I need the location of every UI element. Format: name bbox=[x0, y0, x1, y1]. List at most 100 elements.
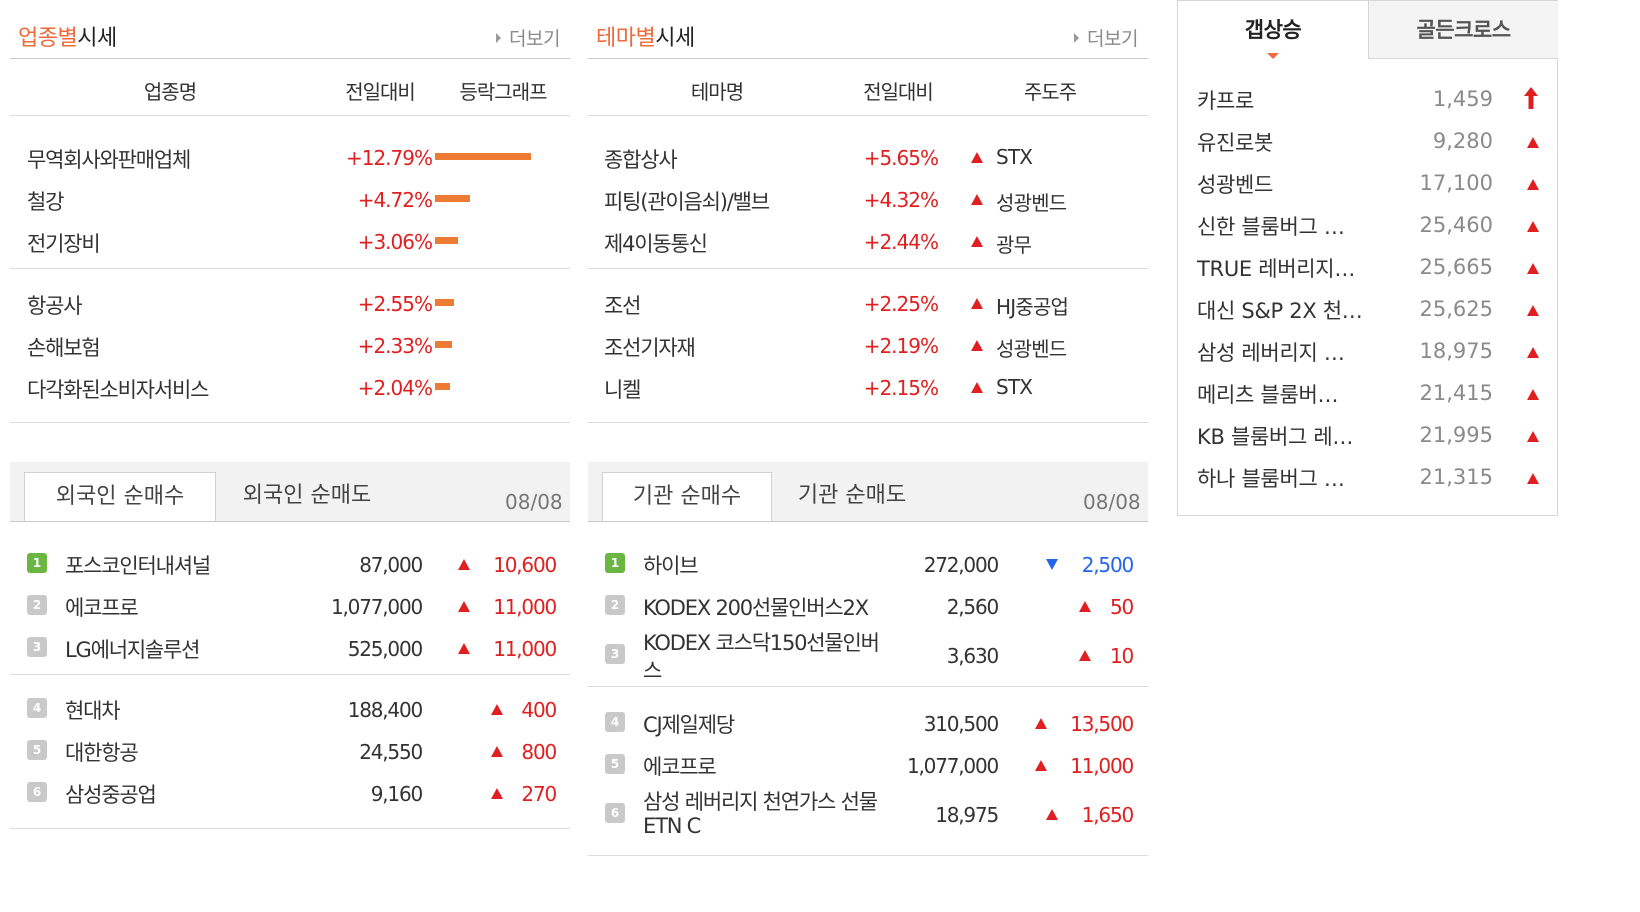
industry-name[interactable]: 다각화된소비자서비스 bbox=[27, 378, 209, 402]
up-triangle-icon bbox=[458, 601, 470, 612]
foreign-row[interactable]: 2 에코프로 1,077,000 11,000 bbox=[10, 585, 570, 625]
industry-name[interactable]: 전기장비 bbox=[27, 232, 101, 256]
gap-up-row[interactable]: 메리츠 블룸버… 21,415 bbox=[1178, 379, 1557, 409]
theme-leader-stock[interactable]: 광무 bbox=[996, 233, 1032, 257]
industry-row[interactable]: 다각화된소비자서비스 +2.04% bbox=[10, 366, 570, 406]
institution-stock-name[interactable]: KODEX 200선물인버스2X bbox=[643, 596, 869, 620]
tab-gap-up[interactable]: 갭상승 bbox=[1244, 18, 1302, 42]
up-triangle-icon bbox=[1527, 347, 1539, 358]
institution-stock-name[interactable]: 하이브 bbox=[643, 554, 699, 578]
theme-name[interactable]: 조선 bbox=[604, 294, 641, 318]
gap-up-stock-name[interactable]: 삼성 레버리지 … bbox=[1197, 341, 1345, 365]
institution-stock-name[interactable]: 에코프로 bbox=[643, 755, 717, 779]
foreign-row[interactable]: 5 대한항공 24,550 800 bbox=[10, 730, 570, 770]
gap-up-row[interactable]: 대신 S&P 2X 천… 25,625 bbox=[1178, 295, 1557, 325]
institution-row[interactable]: 5 에코프로 1,077,000 11,000 bbox=[588, 744, 1148, 784]
theme-leader-stock[interactable]: STX bbox=[996, 375, 1033, 399]
foreign-row[interactable]: 1 포스코인터내셔널 87,000 10,600 bbox=[10, 543, 570, 583]
col-theme-name: 테마명 bbox=[690, 80, 744, 104]
gap-up-price: 21,415 bbox=[1419, 381, 1493, 405]
tab-institution-buy[interactable]: 기관 순매수 bbox=[602, 472, 772, 522]
industry-row[interactable]: 전기장비 +3.06% bbox=[10, 220, 570, 260]
gap-up-stock-name[interactable]: KB 블룸버그 레… bbox=[1197, 425, 1354, 449]
theme-row[interactable]: 조선 +2.25% HJ중공업 bbox=[588, 282, 1148, 322]
theme-leader-stock[interactable]: HJ중공업 bbox=[996, 295, 1069, 319]
theme-row[interactable]: 니켈 +2.15% STX bbox=[588, 366, 1148, 406]
up-triangle-icon bbox=[491, 704, 503, 715]
institution-row[interactable]: 6 삼성 레버리지 천연가스 선물 ETN C 18,975 1,650 bbox=[588, 790, 1148, 838]
industry-name[interactable]: 항공사 bbox=[27, 294, 83, 318]
industry-change: +2.55% bbox=[357, 292, 433, 316]
gap-up-row[interactable]: KB 블룸버그 레… 21,995 bbox=[1178, 421, 1557, 451]
industry-change: +12.79% bbox=[345, 146, 433, 170]
foreign-row[interactable]: 4 현대차 188,400 400 bbox=[10, 688, 570, 728]
gap-up-stock-name[interactable]: 신한 블룸버그 … bbox=[1197, 215, 1345, 239]
col-change: 전일대비 bbox=[345, 80, 416, 104]
up-triangle-icon bbox=[971, 382, 983, 393]
theme-row[interactable]: 제4이동통신 +2.44% 광무 bbox=[588, 220, 1148, 260]
theme-name[interactable]: 니켈 bbox=[604, 378, 641, 402]
theme-name[interactable]: 제4이동통신 bbox=[604, 232, 708, 256]
institution-row[interactable]: 1 하이브 272,000 2,500 bbox=[588, 543, 1148, 583]
gap-up-row[interactable]: 삼성 레버리지 … 18,975 bbox=[1178, 337, 1557, 367]
industry-name[interactable]: 철강 bbox=[27, 190, 64, 214]
gap-up-row[interactable]: TRUE 레버리지… 25,665 bbox=[1178, 253, 1557, 283]
foreign-stock-name[interactable]: 현대차 bbox=[65, 699, 121, 723]
theme-row[interactable]: 종합상사 +5.65% STX bbox=[588, 136, 1148, 176]
theme-leader-stock[interactable]: 성광벤드 bbox=[996, 337, 1067, 361]
theme-row[interactable]: 조선기자재 +2.19% 성광벤드 bbox=[588, 324, 1148, 364]
theme-more-link[interactable]: 더보기 bbox=[1074, 24, 1138, 51]
theme-leader-stock[interactable]: 성광벤드 bbox=[996, 191, 1067, 215]
industry-name[interactable]: 손해보험 bbox=[27, 336, 101, 360]
gap-up-stock-name[interactable]: 성광벤드 bbox=[1197, 173, 1274, 197]
theme-row[interactable]: 피팅(관이음쇠)/밸브 +4.32% 성광벤드 bbox=[588, 178, 1148, 218]
theme-name[interactable]: 조선기자재 bbox=[604, 336, 696, 360]
institution-stock-name[interactable]: KODEX 코스닥150선물인버 bbox=[643, 631, 880, 655]
institution-price: 1,077,000 bbox=[907, 754, 999, 778]
institution-stock-name[interactable]: CJ제일제당 bbox=[643, 713, 735, 737]
gap-up-stock-name[interactable]: 하나 블룸버그 … bbox=[1197, 467, 1345, 491]
institution-row[interactable]: 2 KODEX 200선물인버스2X 2,560 50 bbox=[588, 585, 1148, 625]
tab-foreign-sell[interactable]: 외국인 순매도 bbox=[242, 483, 372, 508]
tab-golden-cross[interactable]: 골든크로스 bbox=[1368, 1, 1558, 59]
theme-name[interactable]: 종합상사 bbox=[604, 148, 678, 172]
industry-title: 업종별시세 bbox=[18, 26, 117, 51]
industry-row[interactable]: 철강 +4.72% bbox=[10, 178, 570, 218]
tab-foreign-buy[interactable]: 외국인 순매수 bbox=[24, 472, 216, 522]
industry-row[interactable]: 항공사 +2.55% bbox=[10, 282, 570, 322]
industry-name[interactable]: 무역회사와판매업체 bbox=[27, 148, 191, 172]
foreign-row[interactable]: 3 LG에너지솔루션 525,000 11,000 bbox=[10, 627, 570, 667]
institution-diff: 2,500 bbox=[1081, 553, 1134, 577]
gap-up-row[interactable]: 카프로 1,459 bbox=[1178, 85, 1557, 115]
industry-row[interactable]: 무역회사와판매업체 +12.79% bbox=[10, 136, 570, 176]
industry-more-link[interactable]: 더보기 bbox=[496, 24, 560, 51]
foreign-stock-name[interactable]: 대한항공 bbox=[65, 741, 139, 765]
tab-institution-sell[interactable]: 기관 순매도 bbox=[797, 483, 907, 508]
gap-up-row[interactable]: 신한 블룸버그 … 25,460 bbox=[1178, 211, 1557, 241]
up-triangle-icon bbox=[971, 194, 983, 205]
gap-up-stock-name[interactable]: TRUE 레버리지… bbox=[1197, 257, 1356, 281]
gap-up-stock-name[interactable]: 유진로봇 bbox=[1197, 131, 1274, 155]
gap-up-stock-name[interactable]: 대신 S&P 2X 천… bbox=[1197, 299, 1363, 323]
gap-up-stock-name[interactable]: 메리츠 블룸버… bbox=[1197, 383, 1339, 407]
theme-leader-stock[interactable]: STX bbox=[996, 145, 1033, 169]
foreign-stock-name[interactable]: 포스코인터내셔널 bbox=[65, 554, 211, 578]
gap-up-row[interactable]: 하나 블룸버그 … 21,315 bbox=[1178, 463, 1557, 493]
foreign-stock-name[interactable]: LG에너지솔루션 bbox=[65, 638, 200, 662]
gap-up-row[interactable]: 유진로봇 9,280 bbox=[1178, 127, 1557, 157]
foreign-diff: 11,000 bbox=[493, 595, 557, 619]
foreign-price: 1,077,000 bbox=[331, 595, 423, 619]
theme-name[interactable]: 피팅(관이음쇠)/밸브 bbox=[604, 190, 770, 214]
gap-up-stock-name[interactable]: 카프로 bbox=[1197, 89, 1255, 113]
institution-stock-name-line2[interactable]: ETN C bbox=[643, 814, 701, 838]
institution-stock-name-line2[interactable]: 스 bbox=[643, 659, 662, 683]
industry-row[interactable]: 손해보험 +2.33% bbox=[10, 324, 570, 364]
institution-row[interactable]: 4 CJ제일제당 310,500 13,500 bbox=[588, 702, 1148, 742]
foreign-stock-name[interactable]: 에코프로 bbox=[65, 596, 139, 620]
gap-up-row[interactable]: 성광벤드 17,100 bbox=[1178, 169, 1557, 199]
foreign-row[interactable]: 6 삼성중공업 9,160 270 bbox=[10, 772, 570, 812]
institution-row[interactable]: 3 KODEX 코스닥150선물인버 스 3,630 10 bbox=[588, 631, 1148, 683]
institution-stock-name[interactable]: 삼성 레버리지 천연가스 선물 bbox=[643, 790, 878, 814]
theme-change: +2.15% bbox=[863, 376, 939, 400]
foreign-stock-name[interactable]: 삼성중공업 bbox=[65, 783, 157, 807]
